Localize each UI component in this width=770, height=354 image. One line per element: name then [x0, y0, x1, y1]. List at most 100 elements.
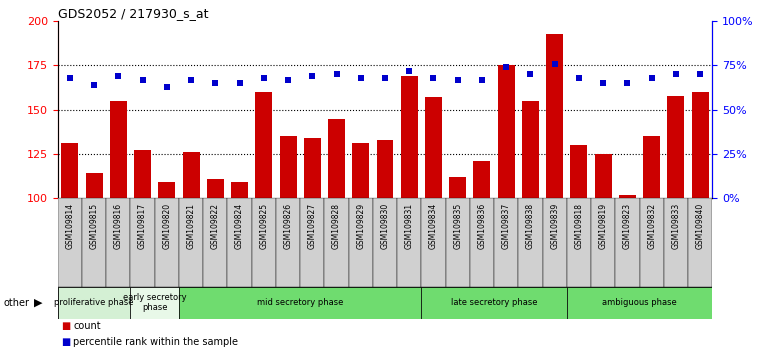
Bar — [567, 198, 591, 287]
Text: GSM109830: GSM109830 — [380, 202, 390, 249]
Point — [403, 68, 415, 74]
Bar — [58, 198, 82, 287]
Bar — [522, 101, 539, 354]
Bar — [203, 198, 227, 287]
Bar — [619, 195, 636, 354]
Bar — [397, 198, 421, 287]
Text: GSM109819: GSM109819 — [598, 202, 608, 249]
Text: GSM109837: GSM109837 — [502, 202, 511, 249]
Text: ■: ■ — [62, 337, 71, 347]
Bar — [591, 198, 615, 287]
Text: ■: ■ — [62, 321, 71, 331]
Point — [645, 75, 658, 81]
Bar — [446, 198, 470, 287]
Text: GSM109832: GSM109832 — [647, 202, 656, 249]
Bar — [688, 198, 712, 287]
Text: GSM109833: GSM109833 — [671, 202, 681, 249]
Bar — [324, 198, 349, 287]
Bar — [280, 136, 296, 354]
Bar — [691, 92, 708, 354]
Bar — [159, 182, 176, 354]
Point — [379, 75, 391, 81]
Text: GSM109821: GSM109821 — [186, 202, 196, 249]
Text: GSM109818: GSM109818 — [574, 202, 584, 249]
Text: GSM109823: GSM109823 — [623, 202, 632, 249]
Text: GSM109815: GSM109815 — [89, 202, 99, 249]
Text: GSM109817: GSM109817 — [138, 202, 147, 249]
Bar — [421, 198, 446, 287]
Point — [597, 80, 609, 86]
Text: late secretory phase: late secretory phase — [450, 298, 537, 307]
Bar — [207, 179, 224, 354]
Bar — [664, 198, 688, 287]
Text: GSM109828: GSM109828 — [332, 202, 341, 249]
Point — [136, 77, 149, 82]
Bar — [85, 173, 102, 354]
Bar — [353, 143, 370, 354]
Bar — [82, 198, 106, 287]
Text: GSM109831: GSM109831 — [405, 202, 413, 249]
Point — [161, 84, 173, 90]
Bar — [276, 198, 300, 287]
Bar — [134, 150, 151, 354]
Bar — [328, 119, 345, 354]
Text: GSM109836: GSM109836 — [477, 202, 487, 249]
Text: percentile rank within the sample: percentile rank within the sample — [73, 337, 238, 347]
Bar — [377, 140, 393, 354]
Bar — [470, 198, 494, 287]
Bar — [62, 143, 79, 354]
Text: GSM109829: GSM109829 — [357, 202, 365, 249]
Point — [500, 64, 512, 70]
Point — [282, 77, 294, 82]
Point — [451, 77, 464, 82]
Text: GSM109827: GSM109827 — [308, 202, 316, 249]
Point — [355, 75, 367, 81]
Point — [427, 75, 440, 81]
Point — [233, 80, 246, 86]
Bar — [594, 154, 611, 354]
Bar — [643, 136, 660, 354]
Bar — [58, 287, 130, 319]
Bar — [615, 198, 640, 287]
Point — [694, 72, 706, 77]
Point — [476, 77, 488, 82]
Bar — [182, 152, 199, 354]
Point — [88, 82, 100, 88]
Text: GSM109816: GSM109816 — [114, 202, 123, 249]
Text: mid secretory phase: mid secretory phase — [257, 298, 343, 307]
Bar — [543, 198, 567, 287]
Bar — [571, 145, 588, 354]
Text: early secretory
phase: early secretory phase — [123, 293, 186, 312]
Text: other: other — [4, 298, 30, 308]
Bar — [304, 138, 321, 354]
Bar — [106, 198, 130, 287]
Bar — [421, 287, 567, 319]
Bar — [668, 96, 685, 354]
Bar — [425, 97, 442, 354]
Bar — [449, 177, 466, 354]
Bar — [518, 198, 543, 287]
Bar — [349, 198, 373, 287]
Bar — [110, 101, 127, 354]
Bar — [252, 198, 276, 287]
Bar — [256, 92, 273, 354]
Bar — [300, 198, 324, 287]
Point — [209, 80, 222, 86]
Bar — [494, 198, 518, 287]
Bar — [640, 198, 664, 287]
Point — [64, 75, 76, 81]
Text: GSM109820: GSM109820 — [162, 202, 172, 249]
Bar — [546, 34, 563, 354]
Bar — [231, 182, 248, 354]
Text: GSM109822: GSM109822 — [211, 202, 219, 249]
Point — [330, 72, 343, 77]
Point — [112, 73, 125, 79]
Point — [573, 75, 585, 81]
Text: GSM109839: GSM109839 — [551, 202, 559, 249]
Bar — [179, 198, 203, 287]
Text: GSM109825: GSM109825 — [259, 202, 268, 249]
Point — [258, 75, 270, 81]
Bar — [373, 198, 397, 287]
Text: GDS2052 / 217930_s_at: GDS2052 / 217930_s_at — [58, 7, 208, 20]
Bar — [179, 287, 421, 319]
